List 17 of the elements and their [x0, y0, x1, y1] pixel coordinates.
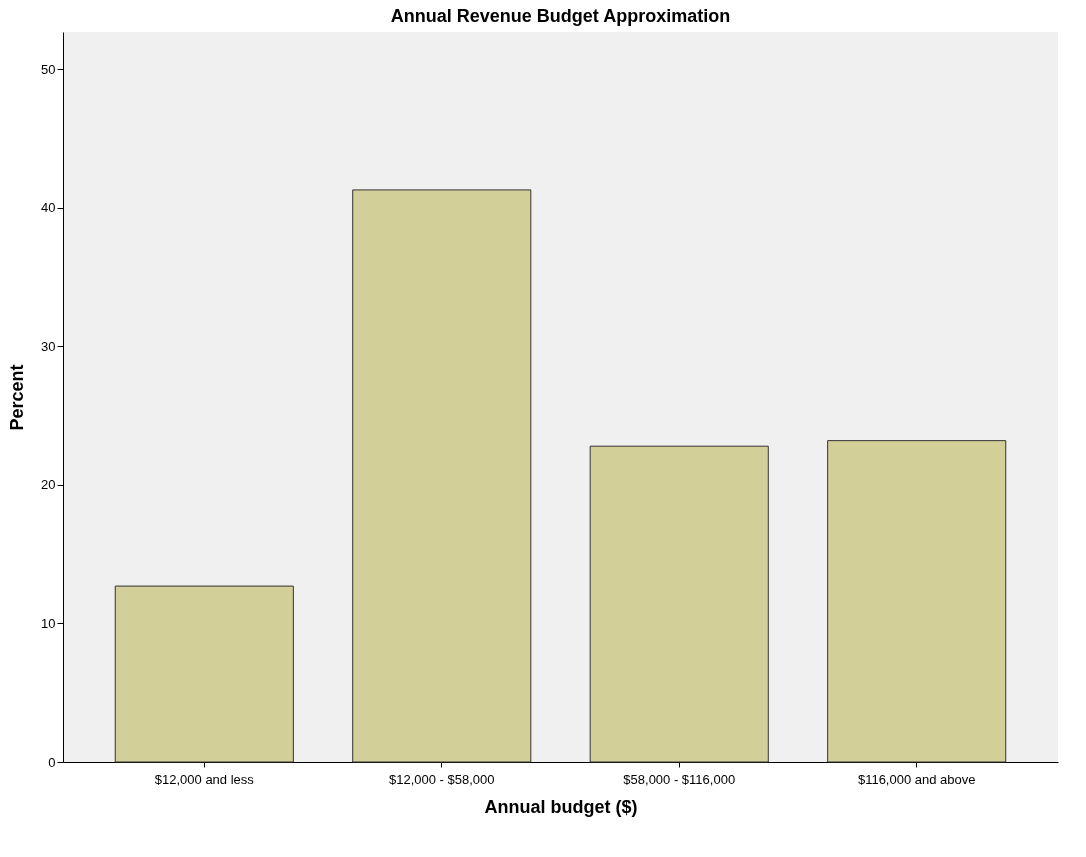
y-axis-title: Percent: [7, 364, 28, 431]
y-tick-label: 40: [41, 200, 56, 216]
bar: [352, 189, 532, 763]
x-axis-title: Annual budget ($): [484, 796, 638, 817]
y-tick-label: 20: [41, 477, 56, 493]
y-tick-label: 50: [41, 61, 56, 77]
x-tick-label: $58,000 - $116,000: [623, 771, 736, 787]
bar: [114, 585, 294, 763]
y-tick-label: 0: [48, 754, 56, 770]
y-tick-label: 10: [41, 615, 56, 631]
x-tick-label: $12,000 - $58,000: [388, 771, 495, 787]
chart-title: Annual Revenue Budget Approximation: [390, 6, 731, 26]
x-tick-label: $12,000 and less: [154, 771, 255, 787]
y-tick-label: 30: [41, 338, 56, 354]
x-tick-label: $116,000 and above: [857, 771, 976, 787]
bar: [589, 445, 769, 763]
bar: [827, 440, 1007, 763]
